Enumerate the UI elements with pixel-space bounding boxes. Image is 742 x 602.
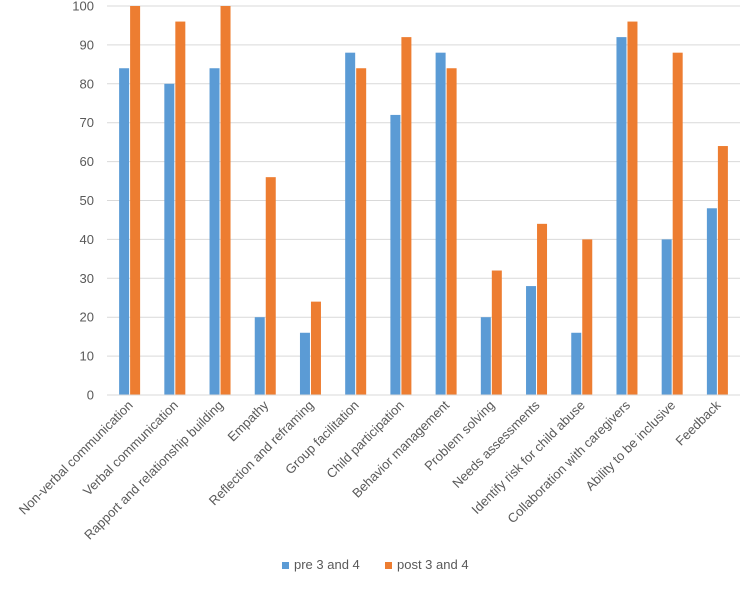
bar-pre — [299, 332, 310, 395]
legend-label: post 3 and 4 — [397, 557, 469, 572]
bar-pre — [119, 68, 130, 396]
legend-swatch — [282, 562, 289, 569]
y-tick-label: 100 — [72, 0, 94, 14]
bar-pre — [435, 52, 446, 396]
bars — [119, 6, 728, 396]
bar-pre — [661, 239, 672, 395]
bar-post — [717, 146, 728, 395]
bar-post — [401, 37, 412, 396]
gridlines — [107, 5, 740, 357]
bar-post — [537, 223, 548, 395]
bar-pre — [164, 83, 175, 396]
bar-pre — [571, 332, 582, 395]
bar-post — [175, 21, 186, 396]
bar-pre — [480, 317, 491, 395]
category-label: Feedback — [673, 397, 724, 448]
y-tick-label: 20 — [80, 310, 94, 325]
y-tick-label: 30 — [80, 271, 94, 286]
y-tick-label: 0 — [87, 388, 94, 403]
y-tick-label: 60 — [80, 154, 94, 169]
bar-post — [265, 177, 276, 395]
bar-post — [627, 21, 638, 396]
category-label: Empathy — [224, 397, 271, 444]
legend: pre 3 and 4 post 3 and 4 — [282, 557, 469, 572]
bar-pre — [616, 37, 627, 396]
bar-pre — [526, 286, 537, 395]
legend-label: pre 3 and 4 — [294, 557, 360, 572]
bar-post — [582, 239, 593, 395]
y-tick-label: 90 — [80, 37, 94, 52]
bar-post — [220, 6, 231, 395]
bar-pre — [254, 317, 265, 395]
bar-post — [130, 6, 141, 395]
bar-post — [491, 270, 502, 395]
bar-pre — [706, 208, 717, 395]
legend-swatch — [385, 562, 392, 569]
category-label: Child participation — [323, 398, 407, 482]
bar-post — [310, 301, 321, 395]
category-label: Ability to be inclusive — [582, 398, 678, 494]
y-tick-label: 50 — [80, 193, 94, 208]
y-tick-label: 10 — [80, 349, 94, 364]
y-tick-label: 40 — [80, 232, 94, 247]
y-tick-label: 70 — [80, 115, 94, 130]
category-label: Needs assessments — [449, 397, 543, 491]
bar-post — [446, 68, 457, 396]
bar-post — [356, 68, 367, 396]
bar-pre — [390, 114, 401, 396]
bar-pre — [345, 52, 356, 396]
bar-pre — [209, 68, 220, 396]
y-axis-ticks: 0 10 20 30 40 50 60 70 80 90 100 — [72, 0, 94, 403]
bar-post — [672, 52, 683, 396]
y-tick-label: 80 — [80, 76, 94, 91]
